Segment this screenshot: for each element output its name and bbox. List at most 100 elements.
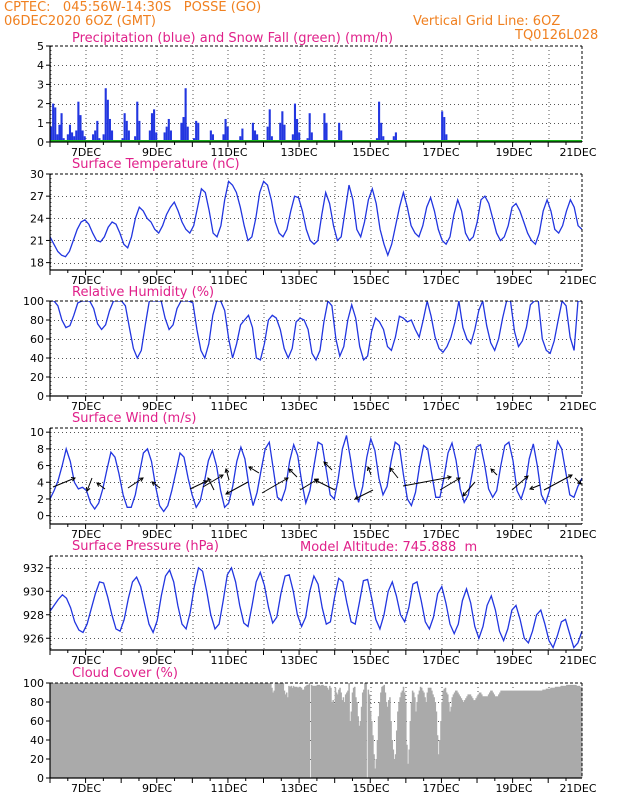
cloud-bar — [402, 686, 405, 778]
rh-series-line — [50, 301, 582, 362]
cloud-ytick-label: 80 — [30, 696, 44, 709]
cloud-bar — [477, 694, 480, 778]
press-ytick-label: 926 — [23, 632, 44, 645]
cloud-bar — [161, 683, 163, 778]
wind-vector-20 — [439, 477, 461, 491]
cloud-bar — [474, 700, 476, 778]
cloud-bar — [274, 683, 277, 778]
cloud-bar — [313, 685, 315, 778]
cloud-bar — [72, 683, 75, 778]
cloud-bar — [385, 702, 388, 778]
cloud-bar — [359, 721, 362, 778]
precip-bar — [308, 113, 311, 142]
rh-ytick-label: 0 — [37, 390, 44, 403]
cloud-bar — [306, 684, 308, 778]
cloud-bar — [242, 683, 245, 778]
cloud-bar — [434, 702, 437, 778]
precip-bar — [323, 113, 326, 142]
cloud-bar — [219, 683, 221, 778]
cloud-bar — [375, 759, 378, 778]
temp-xtick-label: 17DEC — [422, 274, 459, 287]
cloud-bar — [143, 683, 145, 778]
precip-bar — [163, 132, 166, 142]
cloud-bar — [67, 683, 69, 778]
wind-xtick-label: 17DEC — [422, 528, 459, 541]
wind-xtick-label: 15DEC — [352, 528, 389, 541]
cloud-bar — [282, 683, 285, 778]
temp-xtick-label: 11DEC — [210, 274, 247, 287]
cloud-bar — [119, 683, 121, 778]
cloud-bar — [206, 683, 209, 778]
cloud-bar — [578, 685, 581, 778]
precip-bar — [106, 99, 109, 142]
precip-bar — [75, 130, 78, 142]
cloud-bar — [481, 694, 483, 778]
cloud-bar — [310, 684, 313, 778]
cloud-bar — [532, 690, 534, 778]
cloud-bar — [163, 683, 165, 778]
cloud-bar — [418, 690, 421, 778]
wind-ytick-label: 8 — [37, 443, 44, 456]
cloud-bar — [317, 684, 320, 778]
press-series-line — [50, 566, 582, 650]
cloud-bar — [124, 683, 127, 778]
cloud-bar — [126, 683, 128, 778]
cloud-bar — [178, 683, 180, 778]
cloud-bar — [330, 687, 332, 778]
cloud-bar — [94, 683, 96, 778]
cloud-bar — [395, 730, 398, 778]
cloud-bar — [186, 683, 188, 778]
cloud-bar — [77, 683, 79, 778]
cloud-bar — [169, 683, 171, 778]
wind-xtick-label: 7DEC — [71, 528, 101, 541]
cloud-bar — [291, 687, 294, 778]
precip-ytick-label: 3 — [37, 78, 44, 91]
cloud-bar — [122, 683, 125, 778]
cloud-bar — [521, 690, 524, 778]
cloud-bar — [174, 683, 177, 778]
cloud-bar — [326, 687, 329, 778]
cloud-bar — [371, 721, 373, 778]
wind-series-line — [50, 435, 582, 513]
cloud-bar — [139, 683, 142, 778]
cloud-bar — [305, 685, 307, 778]
header-line-2: 06DEC2020 6OZ (GMT) — [4, 14, 156, 29]
cloud-bar — [336, 694, 339, 778]
wind-arrowhead-1 — [85, 486, 91, 492]
cloud-bar — [164, 683, 167, 778]
cloud-bar — [374, 768, 376, 778]
cloud-bar — [397, 711, 399, 778]
cloud-bar — [102, 683, 104, 778]
precip-bar — [71, 132, 74, 142]
wind-arrowhead-18 — [389, 467, 394, 473]
cloud-bar — [356, 702, 358, 778]
cloud-bar — [380, 692, 382, 778]
cloud-bar — [473, 700, 475, 778]
cloud-bar — [212, 683, 214, 778]
cloud-bar — [333, 703, 336, 778]
wind-vector-17 — [354, 489, 374, 500]
cloud-bar — [132, 683, 135, 778]
cloud-bar — [243, 683, 246, 778]
cloud-bar — [470, 696, 473, 778]
precip-bar — [102, 134, 105, 142]
cloud-bar — [241, 683, 244, 778]
cloud-bar — [155, 683, 158, 778]
precip-bar — [222, 134, 225, 142]
cloud-bar — [246, 683, 248, 778]
cloud-xtick-label: 13DEC — [280, 782, 317, 795]
cloud-bar — [422, 690, 424, 778]
cloud-bar — [283, 690, 286, 778]
wind-vector-7 — [207, 477, 215, 491]
cloud-bar — [499, 692, 501, 778]
cloud-bar — [140, 683, 143, 778]
wind-arrowhead-26 — [577, 480, 582, 485]
precip-bar — [239, 136, 242, 142]
precip-bar — [209, 130, 212, 142]
cloud-bar — [398, 702, 400, 778]
precip-bar — [148, 130, 151, 142]
cloud-bar — [410, 702, 413, 778]
wind-xtick-label: 21DEC — [559, 528, 596, 541]
cloud-bar — [389, 697, 391, 778]
temp-series-line — [50, 180, 582, 258]
